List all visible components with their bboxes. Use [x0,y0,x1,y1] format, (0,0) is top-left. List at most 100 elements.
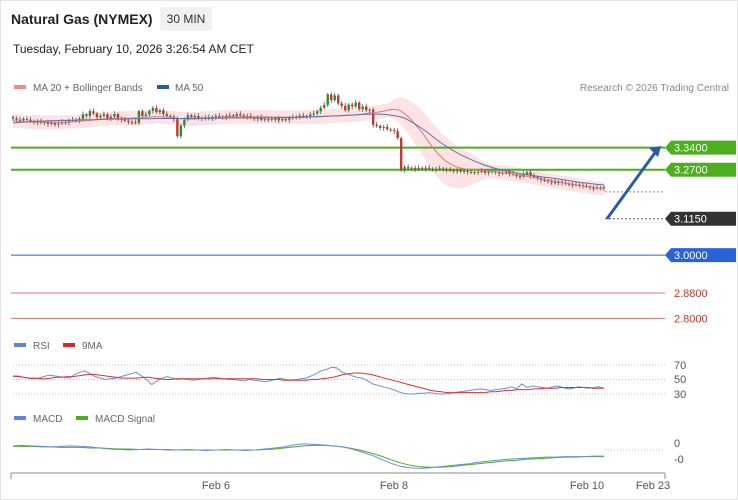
candle-body [85,114,88,116]
candle-body [218,115,221,117]
candle-body [347,104,350,111]
candle-body [298,115,301,117]
candle-body [469,171,473,173]
candle-body [267,119,270,121]
candle-body [81,114,85,119]
candle-body [483,170,487,173]
candle-body [183,119,186,126]
macd-signal-line [13,444,604,468]
candle-body [466,170,469,172]
candle-body [368,109,371,111]
candle-body [102,114,106,116]
candle-body [109,116,113,119]
timeframe-button[interactable]: 30 MIN [160,7,212,31]
pivot-level-label: 3.0000 [674,250,708,262]
candle-body [155,108,158,113]
candle-body [15,118,18,120]
candle-body [316,111,319,114]
candle-body [424,167,427,169]
candle-body [113,114,116,117]
candle-body [553,182,557,184]
candle-body [270,119,273,121]
rsi-plot-area [12,364,665,395]
candle-body [571,184,574,186]
candle-body [518,176,522,178]
price-plot-area: 3.3400 3.2700 3.1150 3.0000 2.8800 2.8000 [11,92,736,325]
candle-body [46,121,50,124]
candle-body [326,94,329,105]
rsi-line [12,366,605,395]
candle-body [263,119,266,121]
candle-body [344,105,347,111]
candle-body [431,168,434,170]
candle-body [351,104,354,107]
candle-body [134,122,137,124]
candle-body [148,110,151,115]
candle-body [448,169,452,171]
candle-body [476,171,480,173]
rsi-ma-legend-label: 9MA [82,341,103,352]
candle-body [592,187,595,189]
candle-body [144,114,148,116]
candle-body [382,127,385,129]
macd-plot-area [12,443,665,469]
x-tick-label: Feb 6 [202,480,230,492]
candle-body [309,114,312,116]
rsi-ma-line [12,372,604,394]
candle-body [95,113,99,118]
instrument-title: Natural Gas (NYMEX) [11,11,153,27]
rsi-tick-50: 50 [674,374,686,386]
candle-body [455,170,459,172]
candle-body [22,118,25,121]
candle-body [330,94,333,101]
macd-signal-legend-swatch [76,416,88,420]
candle-body [445,169,448,171]
candle-body [480,170,483,172]
x-tick-label: Feb 10 [570,480,604,492]
candle-body [602,187,606,189]
candle-body [441,168,445,170]
candle-body [361,106,364,110]
macd-legend-swatch [14,416,26,420]
rsi-tick-30: 30 [674,389,686,401]
candle-body [312,113,315,115]
candle-body [92,111,95,114]
candle-body [396,131,399,139]
candle-body [162,110,165,115]
candle-body [123,119,127,121]
candle-body [420,167,424,169]
ma50-legend-label: MA 50 [175,83,204,94]
candle-body [197,115,200,119]
resistance-level-tag [665,140,736,155]
macd-tick-zero: 0 [674,438,680,450]
candle-body [260,117,263,120]
rsi-ma-legend-swatch [63,343,75,347]
candle-body [497,172,501,174]
candle-body [151,108,155,111]
ma50-line [12,113,605,186]
candle-body [130,121,134,123]
candle-body [235,114,239,116]
candle-body [543,179,546,181]
candle-body [389,129,392,131]
current-level-label: 3.1150 [674,214,707,226]
candle-body [358,102,361,110]
candle-body [228,115,232,117]
datetime-label: Tuesday, February 10, 2026 3:26:54 AM CE… [13,42,254,56]
candle-body [515,174,518,177]
candle-body [473,172,476,174]
candle-body [50,122,53,124]
candle-body [529,172,532,176]
candle-body [525,172,529,175]
candle-body [225,115,228,118]
candle-body [179,125,183,137]
candle-body [403,167,406,170]
x-tick-label: Feb 23 [636,480,670,492]
candle-body [214,115,218,117]
macd-legend-label: MACD [33,414,62,425]
resistance-level-label: 3.2700 [674,165,708,177]
pivot-level-tag [665,248,736,263]
forecast-arrow-shaft [605,149,659,220]
candle-body [158,110,162,113]
candle-body [406,167,410,169]
